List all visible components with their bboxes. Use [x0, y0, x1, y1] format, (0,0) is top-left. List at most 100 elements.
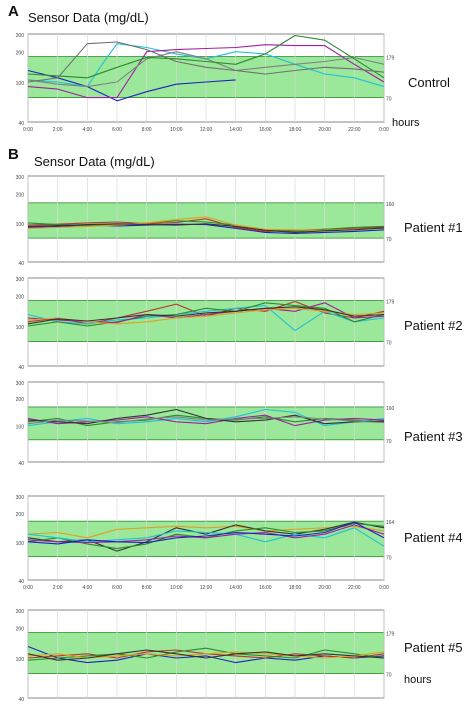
x-tick-label: 12:00 — [200, 585, 213, 591]
hours-label-patient-5: hours — [404, 674, 432, 686]
y-tick-label: 100 — [16, 325, 25, 331]
x-tick-label: 8:00 — [142, 127, 152, 133]
series-line-4 — [27, 51, 385, 88]
series-line-3 — [27, 647, 385, 661]
chart-patient-1: 300 200 100 40 160 70 — [16, 175, 395, 267]
series-line-5 — [27, 416, 385, 425]
label-patient-2: Patient #2 — [404, 318, 463, 333]
y-tick-label: 300 — [16, 495, 25, 501]
range-tick-label: 70 — [386, 341, 392, 347]
series-line-5 — [27, 524, 385, 544]
range-tick-label: 70 — [386, 237, 392, 243]
panel-a-letter: A — [8, 3, 19, 20]
series-line-5 — [27, 307, 385, 325]
x-tick-label: 18:00 — [289, 127, 302, 133]
series-line-5 — [27, 649, 385, 661]
series-line-3 — [27, 220, 385, 232]
y-tick-label: 300 — [16, 33, 25, 39]
y-tick-label: 100 — [16, 81, 25, 87]
series-line-1 — [27, 69, 236, 102]
x-tick-label: 0:00 — [379, 127, 389, 133]
x-tick-label: 14:00 — [229, 127, 242, 133]
range-tick-label: 160 — [386, 406, 395, 412]
label-patient-3: Patient #3 — [404, 429, 463, 444]
x-tick-label: 4:00 — [82, 585, 92, 591]
series-line-3 — [27, 302, 385, 327]
range-tick-label: 70 — [386, 439, 392, 445]
x-tick-label: 22:00 — [348, 127, 361, 133]
x-tick-label: 20:00 — [318, 585, 331, 591]
label-patient-4: Patient #4 — [404, 530, 463, 545]
x-tick-label: 6:00 — [112, 127, 122, 133]
y-tick-label: 40 — [18, 365, 24, 371]
x-tick-label: 18:00 — [289, 585, 302, 591]
series-line-2 — [27, 43, 385, 88]
x-tick-label: 4:00 — [82, 127, 92, 133]
series-line-1 — [27, 525, 385, 539]
y-tick-label: 200 — [16, 397, 25, 403]
x-tick-label: 10:00 — [170, 127, 183, 133]
y-tick-label: 100 — [16, 222, 25, 228]
panel-b-letter: B — [8, 146, 19, 163]
x-tick-label: 0:00 — [379, 585, 389, 591]
y-tick-label: 40 — [18, 121, 24, 127]
range-tick-label: 179 — [386, 56, 395, 62]
chart-patient-5: 300 200 100 40 179 70 — [16, 609, 395, 703]
series-line-5 — [27, 34, 385, 79]
range-tick-label: 179 — [386, 632, 395, 638]
range-tick-label: 70 — [386, 97, 392, 103]
series-line-4 — [27, 408, 385, 425]
range-tick-label: 70 — [386, 673, 392, 679]
x-tick-label: 2:00 — [53, 585, 63, 591]
y-tick-label: 300 — [16, 277, 25, 283]
series-line-2 — [27, 408, 385, 427]
hours-label-control: hours — [392, 117, 420, 129]
x-tick-label: 8:00 — [142, 585, 152, 591]
x-tick-label: 0:00 — [23, 127, 33, 133]
x-tick-label: 16:00 — [259, 127, 272, 133]
y-tick-label: 300 — [16, 381, 25, 387]
x-tick-label: 0:00 — [23, 585, 33, 591]
y-tick-label: 40 — [18, 461, 24, 467]
panel-b-title: Sensor Data (mg/dL) — [34, 154, 155, 169]
x-tick-label: 12:00 — [200, 127, 213, 133]
series-line-3 — [27, 44, 385, 99]
y-tick-label: 40 — [18, 579, 24, 585]
chart-patient-2: 300 200 100 40 179 70 — [16, 277, 395, 371]
y-tick-label: 40 — [18, 697, 24, 703]
y-tick-label: 100 — [16, 657, 25, 663]
y-tick-label: 300 — [16, 609, 25, 615]
label-patient-5: Patient #5 — [404, 640, 463, 655]
y-tick-label: 200 — [16, 512, 25, 518]
y-tick-label: 200 — [16, 627, 25, 633]
x-tick-label: 2:00 — [53, 127, 63, 133]
x-tick-label: 14:00 — [229, 585, 242, 591]
series-line-6 — [27, 306, 385, 325]
x-tick-label: 6:00 — [112, 585, 122, 591]
range-tick-label: 164 — [386, 520, 395, 526]
range-tick-label: 160 — [386, 202, 395, 208]
range-tick-label: 179 — [386, 300, 395, 306]
chart-patient-3: 300 200 100 40 160 70 — [16, 381, 395, 467]
series-line-6 — [27, 521, 385, 545]
range-tick-label: 70 — [386, 556, 392, 562]
series-line-4 — [27, 527, 385, 547]
series-line-6 — [27, 41, 385, 83]
y-tick-label: 40 — [18, 261, 24, 267]
x-tick-label: 10:00 — [170, 585, 183, 591]
chart-patient-4: 300 200 100 40 164 70 0:00 2:00 4:00 6:00 8:00 10:0… — [16, 495, 395, 591]
label-control: Control — [408, 75, 450, 90]
y-tick-label: 200 — [16, 51, 25, 57]
y-tick-label: 100 — [16, 541, 25, 547]
chart-control: 300 200 100 40 179 70 0:00 2:00 4:00 6:00 8:00 10:0… — [16, 33, 395, 133]
label-patient-1: Patient #1 — [404, 220, 463, 235]
y-tick-label: 200 — [16, 295, 25, 301]
panel-a-title: Sensor Data (mg/dL) — [28, 10, 149, 25]
x-tick-label: 22:00 — [348, 585, 361, 591]
y-tick-label: 100 — [16, 425, 25, 431]
y-tick-label: 200 — [16, 192, 25, 198]
x-tick-label: 16:00 — [259, 585, 272, 591]
x-tick-label: 20:00 — [318, 127, 331, 133]
series-line-3 — [27, 414, 385, 427]
series-line-5 — [27, 223, 385, 233]
